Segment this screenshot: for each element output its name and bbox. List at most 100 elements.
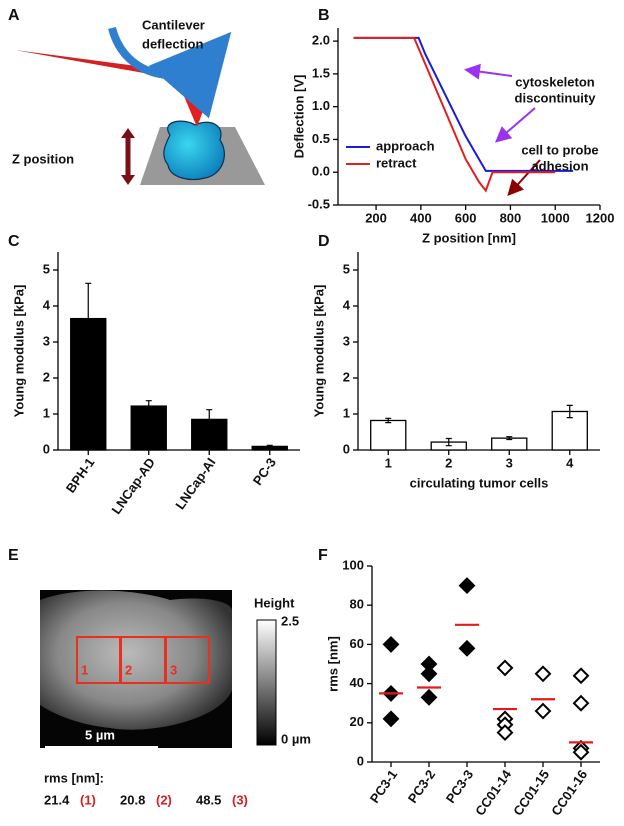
error-bar <box>266 444 273 449</box>
annotation: discontinuity <box>515 90 597 105</box>
annotation: cytoskeleton <box>515 74 595 89</box>
y-tick-label: 60 <box>350 636 364 651</box>
error-bar <box>385 417 392 424</box>
panel-label: B <box>318 7 330 24</box>
afm-image: 1 2 3 5 µm Height 2.5 0 µm rms [nm]: 21.… <box>40 590 311 807</box>
rms-title: rms [nm]: <box>44 770 104 785</box>
z-label: Z position <box>12 151 74 166</box>
y-tick-label: 1.0 <box>312 98 330 113</box>
x-tick-label: 200 <box>365 210 387 225</box>
panel-label: F <box>318 547 328 564</box>
cell <box>163 120 225 181</box>
colorbar-max: 2.5 <box>281 613 299 628</box>
x-tick-label: CC01-16 <box>548 767 590 818</box>
y-tick-label: 100 <box>342 557 364 572</box>
region-label: 3 <box>170 662 177 677</box>
marker <box>420 665 438 683</box>
line <box>353 36 556 193</box>
deflection-label: deflection <box>142 36 203 51</box>
x-tick-label: 1000 <box>541 210 570 225</box>
annotation: adhesion <box>531 158 588 173</box>
legend-label: approach <box>376 138 435 153</box>
y-axis-label: Young modulus [kPa] <box>11 285 26 418</box>
y-tick-label: 5 <box>343 261 350 276</box>
rms-region: (2) <box>156 792 172 807</box>
colorbar-min: 0 µm <box>281 731 311 746</box>
x-tick-label: PC3-1 <box>367 767 400 806</box>
region-box <box>165 636 210 684</box>
y-tick-label: 4 <box>43 297 51 312</box>
rms-value: 21.4 <box>44 792 70 807</box>
panel-label: A <box>8 7 20 24</box>
y-tick-label: 2.0 <box>312 33 330 48</box>
y-tick-label: 0 <box>43 441 50 456</box>
region-label: 1 <box>81 662 88 677</box>
marker <box>458 577 476 595</box>
y-axis-label: Young modulus [kPa] <box>311 285 326 418</box>
x-axis-label: Z position [nm] <box>422 230 516 245</box>
afm-illustration: Cantilever deflection Z position <box>12 17 265 185</box>
annotation: cell to probe <box>521 142 598 157</box>
y-tick-label: 3 <box>343 333 350 348</box>
y-tick-label: 0.0 <box>312 164 330 179</box>
marker <box>458 639 476 657</box>
cell-image <box>40 590 232 730</box>
bar <box>191 418 228 451</box>
y-tick-label: 4 <box>343 297 351 312</box>
bar <box>130 405 167 451</box>
legend-label: retract <box>376 155 417 170</box>
marker <box>496 724 514 742</box>
y-tick-label: 5 <box>43 261 50 276</box>
x-tick-label: 800 <box>500 210 522 225</box>
error-bar <box>206 409 213 430</box>
error-bar <box>445 437 452 447</box>
rms-region: (1) <box>80 792 96 807</box>
x-tick-label: PC3-3 <box>443 767 476 806</box>
y-tick-label: 1 <box>43 405 50 420</box>
marker <box>382 710 400 728</box>
panel-labels: A B C D E F <box>8 7 330 564</box>
y-axis-label: rms [nm] <box>325 636 340 692</box>
marker <box>534 702 552 720</box>
y-tick-label: 80 <box>350 597 364 612</box>
error-bar <box>85 282 92 355</box>
x-tick-label: PC3-2 <box>405 767 438 806</box>
marker <box>572 694 590 712</box>
colorbar-title: Height <box>254 595 295 610</box>
rms-value: 48.5 <box>196 792 221 807</box>
probe-tip <box>178 82 214 127</box>
y-tick-label: 0 <box>357 753 364 768</box>
colorbar <box>256 619 277 746</box>
x-tick-label: 4 <box>566 455 574 470</box>
x-tick-label: 600 <box>455 210 477 225</box>
y-axis-label: Deflection [V] <box>291 75 306 159</box>
y-tick-label: 20 <box>350 714 364 729</box>
scale-bar-label: 5 µm <box>85 727 115 742</box>
y-tick-label: 0.5 <box>312 131 330 146</box>
marker <box>534 665 552 683</box>
panel-label: D <box>318 233 330 250</box>
x-tick-label: PC-3 <box>250 455 279 488</box>
x-tick-label: CC01-14 <box>472 766 515 818</box>
x-axis-label: circulating tumor cells <box>410 475 549 490</box>
error-bar <box>145 400 152 413</box>
marker <box>572 667 590 685</box>
marker <box>382 635 400 653</box>
y-tick-label: 1 <box>343 405 350 420</box>
annotation-arrow <box>507 159 541 196</box>
bar <box>551 410 588 451</box>
y-tick-label: -0.5 <box>308 196 330 211</box>
y-tick-label: 40 <box>350 675 364 690</box>
marker <box>572 743 590 761</box>
x-tick-label: LNCap-AD <box>108 455 158 517</box>
rms-value: 20.8 <box>120 792 145 807</box>
marker <box>420 688 438 706</box>
bar <box>370 419 407 451</box>
annotation-arrow <box>464 63 513 80</box>
x-tick-label: 1 <box>385 455 392 470</box>
annotation-arrows <box>464 63 541 196</box>
rms-region: (3) <box>232 792 248 807</box>
y-tick-label: 2 <box>343 369 350 384</box>
deflection-arrow <box>108 26 232 119</box>
y-tick-label: 1.5 <box>312 65 330 80</box>
